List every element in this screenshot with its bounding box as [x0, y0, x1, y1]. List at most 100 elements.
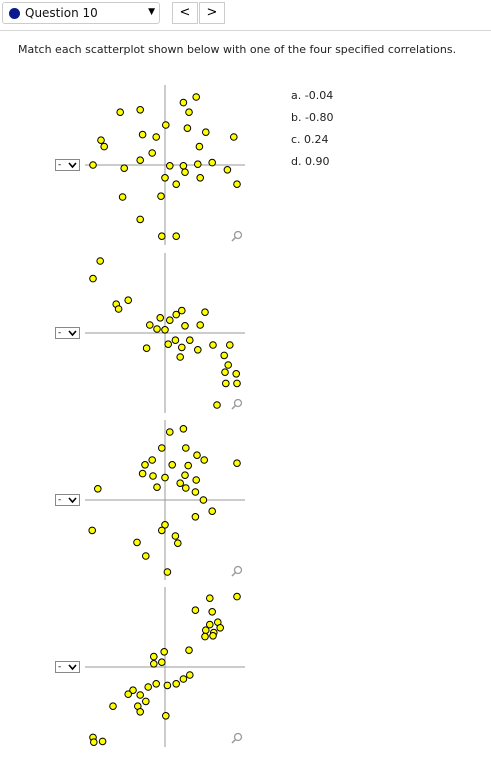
point	[222, 379, 230, 388]
point	[182, 484, 190, 492]
point	[152, 133, 160, 141]
point	[138, 469, 147, 478]
point	[90, 738, 98, 747]
point	[209, 632, 217, 640]
point	[116, 108, 124, 116]
point	[171, 532, 180, 540]
point	[185, 646, 193, 655]
point	[163, 568, 172, 576]
zoom-lens	[233, 565, 243, 575]
zoom-icon	[231, 565, 243, 577]
point	[226, 341, 234, 349]
point	[141, 461, 149, 469]
answer-select[interactable]: -	[55, 494, 80, 506]
point	[144, 683, 152, 691]
point	[191, 488, 200, 496]
question-label: Question 10	[25, 6, 98, 20]
point	[206, 620, 214, 629]
point	[176, 479, 184, 488]
point	[94, 485, 102, 493]
prev-button[interactable]: <	[172, 2, 198, 24]
zoom-icon	[231, 398, 243, 410]
point	[161, 473, 169, 482]
point	[194, 346, 202, 354]
point	[89, 161, 97, 169]
point	[179, 675, 188, 683]
point	[149, 472, 157, 480]
point	[181, 471, 189, 480]
chevron	[68, 664, 77, 671]
option: d. 0.90	[291, 155, 330, 168]
point	[196, 321, 204, 329]
point	[178, 343, 186, 352]
zoom-lens	[233, 398, 243, 408]
point	[213, 401, 221, 409]
point	[220, 351, 228, 360]
point	[152, 680, 160, 688]
status-dot	[9, 8, 20, 19]
point	[196, 174, 204, 182]
point	[136, 691, 144, 699]
point	[124, 296, 132, 305]
point	[118, 193, 127, 201]
point	[183, 124, 192, 132]
answer-select[interactable]: -	[55, 661, 80, 673]
zoom-handle	[231, 404, 237, 410]
point	[233, 379, 241, 388]
point	[181, 168, 189, 176]
point	[166, 162, 174, 170]
zoom-lens	[233, 230, 243, 240]
point	[136, 215, 144, 224]
point	[88, 526, 96, 535]
point	[129, 686, 137, 695]
point	[208, 158, 216, 167]
zoom-handle	[231, 738, 237, 744]
point	[162, 121, 170, 129]
point	[209, 341, 217, 349]
point	[192, 476, 200, 484]
answer-value: -	[58, 160, 62, 170]
point	[148, 149, 156, 157]
point	[166, 316, 174, 325]
point	[178, 306, 186, 315]
point	[136, 156, 144, 164]
point	[216, 624, 224, 632]
point	[96, 257, 104, 265]
zoom-icon	[231, 230, 243, 242]
option: b. -0.80	[291, 111, 334, 124]
answer-value: -	[58, 328, 62, 338]
zoom-handle	[231, 571, 237, 577]
point	[142, 344, 151, 353]
option: a. -0.04	[291, 89, 334, 102]
point	[153, 483, 161, 492]
point	[223, 166, 232, 174]
point	[124, 690, 132, 699]
point	[179, 162, 188, 170]
point	[109, 702, 117, 711]
point	[182, 444, 190, 452]
question-select[interactable]: Question 10 ▼	[2, 2, 160, 24]
answer-select[interactable]: -	[55, 327, 80, 339]
point	[138, 130, 147, 139]
point	[120, 164, 128, 172]
point	[158, 232, 166, 240]
point	[150, 660, 158, 668]
point	[200, 456, 208, 464]
point	[233, 592, 241, 601]
point	[164, 340, 172, 349]
point	[157, 192, 165, 200]
point	[161, 521, 169, 529]
answer-select[interactable]: -	[55, 159, 80, 171]
point	[166, 428, 174, 436]
point	[176, 353, 184, 361]
point	[142, 697, 150, 706]
point	[158, 658, 166, 667]
next-button[interactable]: >	[199, 2, 225, 24]
point	[172, 232, 180, 240]
point	[172, 180, 180, 188]
point	[201, 632, 209, 641]
point	[201, 308, 209, 317]
point	[150, 652, 158, 661]
point	[195, 142, 204, 151]
